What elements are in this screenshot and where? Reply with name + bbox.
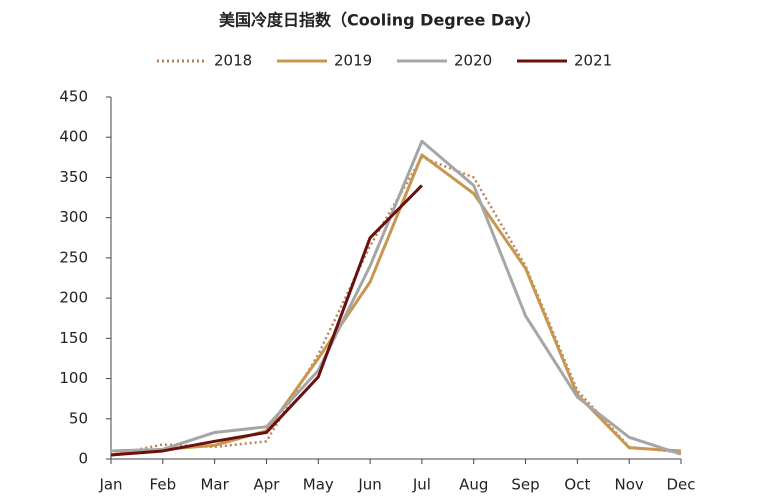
x-tick-label: Jun bbox=[357, 476, 381, 494]
x-tick-label: Oct bbox=[564, 476, 590, 494]
line-series bbox=[110, 139, 682, 456]
line-series bbox=[110, 184, 423, 457]
x-tick-label: Dec bbox=[666, 476, 695, 494]
x-tick-label: Aug bbox=[459, 476, 488, 494]
y-tick-label: 0 bbox=[78, 450, 88, 468]
y-tick-label: 150 bbox=[59, 329, 88, 347]
y-tick-label: 400 bbox=[59, 128, 88, 146]
y-tick-label: 50 bbox=[69, 409, 88, 427]
x-tick-label: Jul bbox=[412, 476, 431, 494]
legend-label: 2018 bbox=[214, 52, 252, 70]
x-tick-label: May bbox=[303, 476, 334, 494]
y-tick-label: 100 bbox=[59, 369, 88, 387]
legend-label: 2021 bbox=[574, 52, 612, 70]
x-tick-label: Feb bbox=[150, 476, 177, 494]
y-tick-label: 350 bbox=[59, 168, 88, 186]
y-tick-label: 300 bbox=[59, 208, 88, 226]
legend-label: 2020 bbox=[454, 52, 492, 70]
y-tick-label: 250 bbox=[59, 248, 88, 266]
x-tick-label: Sep bbox=[511, 476, 539, 494]
chart-title: 美国冷度日指数（Cooling Degree Day） bbox=[219, 11, 541, 30]
y-tick-label: 200 bbox=[59, 289, 88, 307]
x-tick-label: Apr bbox=[253, 476, 280, 494]
x-tick-label: Nov bbox=[615, 476, 644, 494]
y-tick-label: 450 bbox=[59, 88, 88, 106]
x-tick-label: Jan bbox=[98, 476, 122, 494]
x-tick-label: Mar bbox=[200, 476, 229, 494]
legend-label: 2019 bbox=[334, 52, 372, 70]
